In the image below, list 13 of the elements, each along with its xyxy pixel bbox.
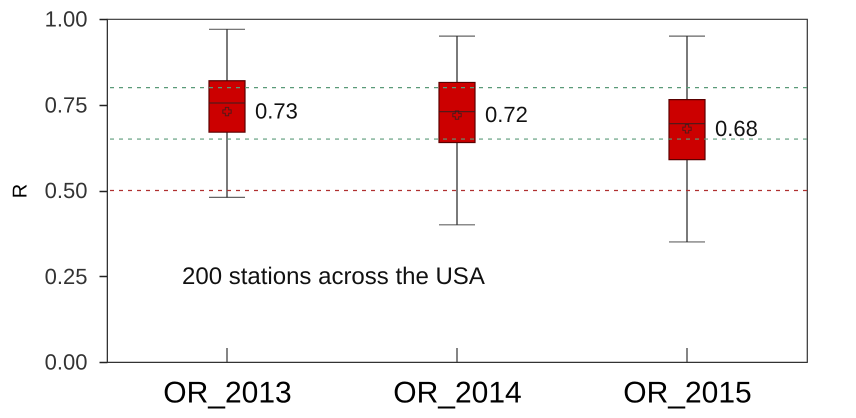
- annotation: 0.73: [255, 98, 298, 124]
- x-tick-label: OR_2013: [163, 376, 292, 410]
- y-tick-label: 1.00: [44, 6, 88, 32]
- annotation: 0.68: [715, 116, 758, 141]
- y-tick-label: 0.50: [44, 178, 88, 203]
- y-tick-label: 0.00: [44, 350, 88, 374]
- annotation: 200 stations across the USA: [182, 263, 485, 290]
- x-tick-label: OR_2014: [393, 376, 522, 410]
- x-tick-label: OR_2015: [623, 376, 752, 410]
- y-tick-label: 0.75: [44, 92, 88, 118]
- annotation: 0.72: [485, 102, 528, 128]
- y-axis-title: R: [10, 184, 32, 198]
- y-tick-label: 0.25: [44, 264, 88, 289]
